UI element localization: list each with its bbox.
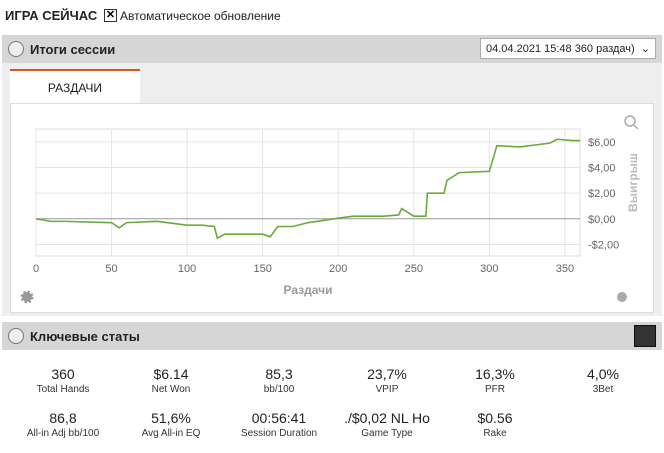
stat-value: 4,0% — [587, 366, 619, 382]
stat: 00:56:41 Session Duration — [225, 410, 333, 439]
x-tick-label: 50 — [105, 263, 117, 275]
session-select-text[interactable]: 04.04.2021 15:48 360 раздач) — [486, 43, 635, 55]
stat-value: 86,8 — [49, 410, 77, 426]
stat: $6.14 Net Won — [117, 366, 225, 395]
stat: 23,7% VPIP — [333, 366, 441, 395]
stat-label: VPIP — [375, 384, 399, 395]
stat-label: Game Type — [361, 428, 413, 439]
y-tick-label: $0,00 — [588, 214, 616, 226]
x-tick-label: 200 — [329, 263, 347, 275]
stat: 360 Total Hands — [9, 366, 117, 395]
settings-icon[interactable] — [20, 290, 34, 304]
stat-value: 23,7% — [367, 366, 407, 382]
x-axis-label: Раздачи — [284, 283, 333, 297]
stat: 4,0% 3Bet — [549, 366, 657, 395]
y-axis-label: Выигрыш — [626, 153, 640, 212]
line-series — [35, 138, 580, 240]
layout-button[interactable] — [634, 325, 656, 347]
stat-label: Rake — [483, 428, 507, 439]
stat-label: 3Bet — [592, 384, 614, 395]
y-tick-label: $6,00 — [588, 137, 616, 149]
session-bar: Итоги сессии 04.04.2021 15:48 360 раздач… — [2, 35, 662, 63]
stat-value: ./$0,02 NL Ho — [344, 410, 430, 426]
stat-value: 16,3% — [475, 366, 515, 382]
stat-value: 360 — [51, 366, 75, 382]
stat: ./$0,02 NL Ho Game Type — [333, 410, 441, 439]
plot-area — [35, 128, 581, 257]
x-tick-label: 350 — [556, 263, 574, 275]
checkbox[interactable]: ✕ — [104, 9, 117, 22]
x-tick-label: 150 — [253, 263, 271, 275]
y-tick-label: -$2,00 — [588, 239, 619, 251]
stat: 51,6% Avg All-in EQ — [117, 410, 225, 439]
y-tick-label: $4,00 — [588, 162, 616, 174]
stat-value: 00:56:41 — [251, 410, 307, 426]
page-title: ИГРА СЕЙЧАС — [5, 8, 98, 23]
checkbox-label[interactable]: Автоматическое обновление — [120, 9, 281, 23]
session-title: Итоги сессии — [30, 42, 116, 57]
stat-value: $6.14 — [153, 366, 189, 382]
stat: 86,8 All-in Adj bb/100 — [9, 410, 117, 439]
x-tick-label: 100 — [178, 263, 196, 275]
stat-value: 51,6% — [151, 410, 191, 426]
chart: 0 50 100 150 200 250 300 350 -$2,00 $0,00 $2,00 $4,… — [10, 103, 654, 313]
x-tick-label: 300 — [480, 263, 498, 275]
stat: 16,3% PFR — [441, 366, 549, 395]
stat-label: bb/100 — [263, 384, 295, 395]
stat-label: Session Duration — [240, 428, 318, 439]
x-tick-label: 250 — [405, 263, 423, 275]
info-icon[interactable] — [617, 292, 627, 302]
session-select[interactable]: 04.04.2021 15:48 360 раздач) ⌄ — [480, 38, 656, 59]
stat-label: PFR — [485, 384, 505, 395]
stat-label: All-in Adj bb/100 — [26, 428, 100, 439]
stats-title: Ключевые статы — [30, 329, 140, 344]
stat-label: Net Won — [151, 384, 191, 395]
stat: 85,3 bb/100 — [225, 366, 333, 395]
stat-label: Avg All-in EQ — [141, 428, 201, 439]
stat-value: $0.56 — [477, 410, 513, 426]
y-tick-label: $2,00 — [588, 188, 616, 200]
stats-bar: Ключевые статы — [2, 322, 662, 350]
x-tick-label: 0 — [33, 263, 39, 275]
zoom-icon[interactable] — [624, 115, 636, 127]
tab[interactable]: РАЗДАЧИ — [10, 69, 140, 105]
stat: $0.56 Rake — [441, 410, 549, 439]
collapse-button[interactable] — [8, 41, 24, 57]
collapse-button[interactable] — [8, 328, 24, 344]
zoom-icon-handle — [633, 124, 639, 130]
stat-label: Total Hands — [36, 384, 90, 395]
stat-value: 85,3 — [265, 366, 293, 382]
